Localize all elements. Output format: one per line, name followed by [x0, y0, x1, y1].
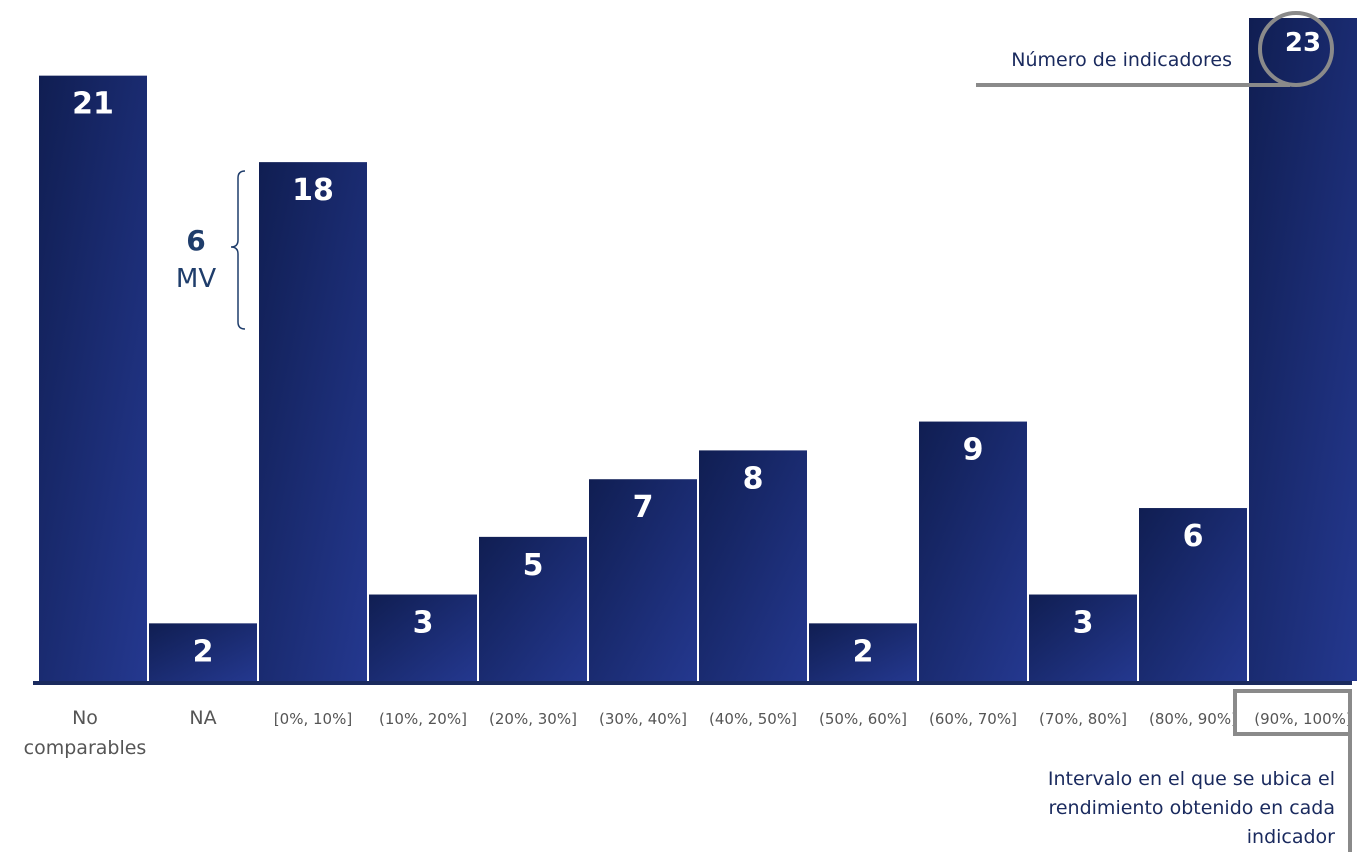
bar-value-0-10: 18: [292, 173, 334, 208]
x-tick-no-comparables: No comparables: [24, 707, 147, 759]
mv-label: MV: [176, 264, 216, 294]
x-tick-90-100: (90%, 100%]: [1254, 710, 1351, 728]
bar-80-90: [1139, 508, 1247, 681]
bar-value-na: 2: [193, 634, 214, 669]
mv-annotation: 6 MV: [176, 170, 246, 330]
bar-no-comparables: [39, 75, 147, 682]
bar-value-60-70: 9: [963, 433, 984, 468]
bar-na: [149, 623, 257, 681]
interval-callout: Intervalo en el que se ubica el rendimie…: [1048, 689, 1352, 852]
bar-70-80: [1029, 594, 1137, 681]
count-callout: Número de indicadores: [976, 11, 1334, 87]
bar-50-60: [809, 623, 917, 681]
bar-10-20: [369, 594, 477, 681]
bar-value-90-100: 23: [1285, 28, 1321, 58]
interval-callout-box: [1233, 689, 1352, 736]
bar-value-70-80: 3: [1073, 606, 1094, 641]
bar-value-40-50: 8: [743, 461, 764, 496]
count-callout-label: Número de indicadores: [1011, 49, 1232, 71]
bar-20-30: [479, 536, 587, 681]
bar-value-20-30: 5: [523, 548, 544, 583]
x-tick-20-30: (20%, 30%]: [489, 710, 577, 728]
bar-0-10: [259, 162, 367, 681]
x-tick-10-20: (10%, 20%]: [379, 710, 467, 728]
bar-value-10-20: 3: [413, 606, 434, 641]
x-tick-na: NA: [189, 707, 216, 729]
bar-value-80-90: 6: [1183, 519, 1204, 554]
bar-30-40: [589, 479, 697, 681]
x-tick-labels: No comparables NA [0%, 10%] (10%, 20%] (20%, …: [24, 707, 1352, 759]
x-tick-40-50: (40%, 50%]: [709, 710, 797, 728]
bar-value-no-comparables: 21: [72, 87, 114, 122]
interval-callout-line-1: Intervalo en el que se ubica el: [1048, 768, 1335, 790]
x-tick-30-40: (30%, 40%]: [599, 710, 687, 728]
bar-value-50-60: 2: [853, 634, 874, 669]
bar-60-70: [919, 421, 1027, 681]
x-tick-60-70: (60%, 70%]: [929, 710, 1017, 728]
mv-bracket: [230, 170, 246, 330]
mv-value: 6: [186, 224, 205, 257]
interval-callout-line-2: rendimiento obtenido en cada: [1048, 797, 1335, 819]
interval-callout-line-3: indicador: [1247, 826, 1335, 848]
x-tick-0-10: [0%, 10%]: [274, 710, 352, 728]
bar-40-50: [699, 450, 807, 681]
x-tick-80-90: (80%, 90%]: [1149, 710, 1237, 728]
bar-90-100: [1249, 18, 1357, 681]
x-tick-50-60: (50%, 60%]: [819, 710, 907, 728]
bars-group: 21 2 18 3 5 7 8 2 9 3 6 23: [39, 18, 1357, 682]
x-tick-70-80: (70%, 80%]: [1039, 710, 1127, 728]
count-callout-circle: [1258, 11, 1334, 87]
bar-value-30-40: 7: [633, 490, 654, 525]
